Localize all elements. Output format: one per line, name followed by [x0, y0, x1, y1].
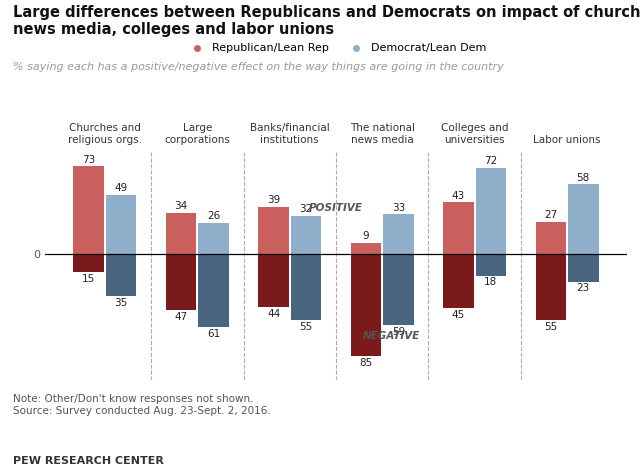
- Bar: [444, 202, 474, 254]
- Text: Note: Other/Don't know responses not shown.
Source: Survey conducted Aug. 23-Sep: Note: Other/Don't know responses not sho…: [13, 394, 271, 416]
- Bar: [106, 195, 136, 254]
- Text: 27: 27: [544, 210, 557, 220]
- Text: Churches and
religious orgs.: Churches and religious orgs.: [68, 124, 142, 145]
- Bar: [74, 254, 104, 272]
- Text: 55: 55: [544, 322, 557, 332]
- Text: 47: 47: [175, 312, 188, 322]
- Text: 32: 32: [300, 204, 312, 214]
- Text: 43: 43: [452, 190, 465, 200]
- Text: POSITIVE: POSITIVE: [309, 203, 363, 213]
- Text: 58: 58: [577, 172, 590, 182]
- Text: PEW RESEARCH CENTER: PEW RESEARCH CENTER: [13, 456, 164, 466]
- Legend: Republican/Lean Rep, Democrat/Lean Dem: Republican/Lean Rep, Democrat/Lean Dem: [182, 39, 490, 58]
- Text: 55: 55: [300, 322, 312, 332]
- Text: 45: 45: [452, 310, 465, 320]
- Text: 15: 15: [82, 274, 95, 284]
- Bar: [198, 254, 228, 327]
- Bar: [166, 254, 196, 310]
- Text: 44: 44: [267, 309, 280, 319]
- Text: 26: 26: [207, 211, 220, 221]
- Bar: [291, 254, 321, 320]
- Text: 35: 35: [115, 298, 128, 308]
- Bar: [166, 213, 196, 254]
- Text: 39: 39: [267, 195, 280, 205]
- Bar: [198, 223, 228, 254]
- Text: Labor unions: Labor unions: [533, 135, 601, 145]
- Text: 23: 23: [577, 284, 590, 294]
- Bar: [383, 214, 413, 254]
- Bar: [476, 254, 506, 276]
- Text: 34: 34: [175, 201, 188, 211]
- Text: % saying each has a positive/negative effect on the way things are going in the : % saying each has a positive/negative ef…: [13, 62, 504, 72]
- Bar: [476, 168, 506, 254]
- Bar: [106, 254, 136, 296]
- Text: 72: 72: [484, 156, 497, 166]
- Text: NEGATIVE: NEGATIVE: [363, 331, 420, 341]
- Text: 59: 59: [392, 327, 405, 337]
- Bar: [291, 216, 321, 254]
- Text: 73: 73: [82, 154, 95, 165]
- Text: Large differences between Republicans and Democrats on impact of churches,
news : Large differences between Republicans an…: [13, 5, 640, 37]
- Text: Banks/financial
institutions: Banks/financial institutions: [250, 124, 330, 145]
- Bar: [568, 254, 598, 282]
- Bar: [536, 254, 566, 320]
- Text: The national
news media: The national news media: [349, 124, 415, 145]
- Text: Large
corporations: Large corporations: [164, 124, 230, 145]
- Bar: [568, 184, 598, 254]
- Text: 9: 9: [363, 231, 369, 241]
- Text: 49: 49: [115, 183, 128, 193]
- Text: 33: 33: [392, 203, 405, 213]
- Text: 61: 61: [207, 329, 220, 339]
- Text: Colleges and
universities: Colleges and universities: [441, 124, 508, 145]
- Bar: [351, 243, 381, 254]
- Bar: [383, 254, 413, 325]
- Text: 18: 18: [484, 277, 497, 287]
- Bar: [351, 254, 381, 356]
- Bar: [74, 166, 104, 254]
- Bar: [259, 207, 289, 254]
- Bar: [536, 222, 566, 254]
- Bar: [259, 254, 289, 307]
- Bar: [444, 254, 474, 308]
- Text: 85: 85: [360, 358, 372, 368]
